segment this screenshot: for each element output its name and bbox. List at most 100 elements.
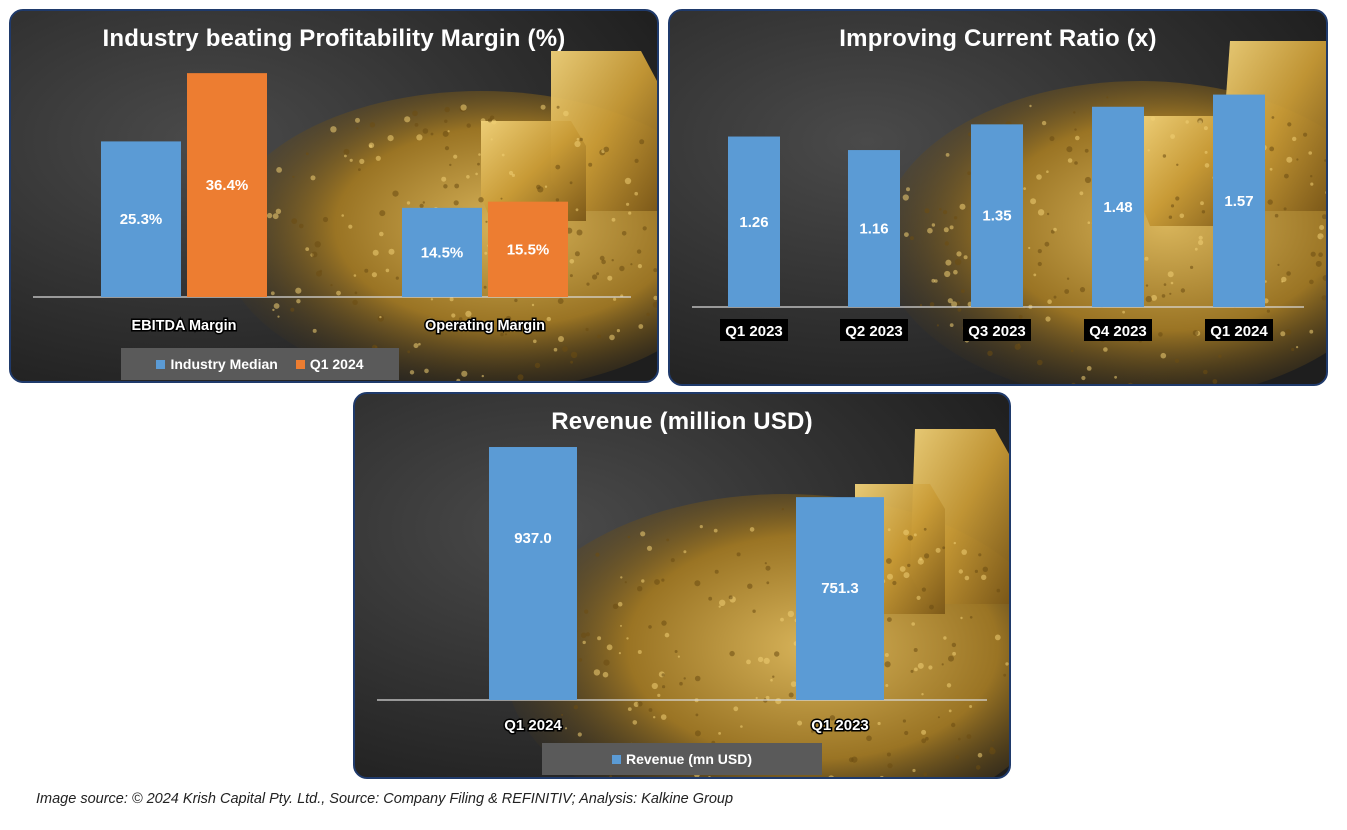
gold-nugget-speck xyxy=(941,663,944,666)
legend-swatch-revenue xyxy=(611,754,621,764)
gold-nugget-speck xyxy=(487,118,492,123)
gold-nugget-speck xyxy=(1203,369,1208,375)
gold-nugget-speck xyxy=(1192,330,1199,336)
gold-nugget-speck xyxy=(713,528,718,533)
gold-nugget-speck xyxy=(943,210,948,215)
gold-nugget-speck xyxy=(418,342,421,346)
gold-nugget-speck xyxy=(945,259,952,266)
gold-nugget-speck xyxy=(913,648,918,652)
gold-nugget-speck xyxy=(558,336,564,342)
gold-nugget-speck xyxy=(556,105,560,109)
gold-nugget-speck xyxy=(1170,281,1174,285)
gold-nugget-speck xyxy=(437,321,443,327)
bar-q3-2023 xyxy=(971,124,1023,308)
gold-nugget-speck xyxy=(618,652,621,655)
gold-nugget-speck xyxy=(461,370,468,377)
gold-nugget-speck xyxy=(958,569,963,574)
gold-nugget-speck xyxy=(646,545,653,551)
gold-nugget-speck xyxy=(885,684,889,687)
gold-nugget-speck xyxy=(774,651,780,657)
gold-nugget-speck xyxy=(1269,167,1273,171)
gold-nugget-speck xyxy=(1160,352,1167,359)
gold-nugget-speck xyxy=(1079,191,1084,196)
margin-chart: 25.3% 36.4% EBITDA Margin 14.5% 15.5% Operati… xyxy=(11,11,657,381)
gold-nugget-speck xyxy=(1079,287,1086,293)
gold-nugget-speck xyxy=(992,739,994,742)
gold-nugget-speck xyxy=(555,198,560,202)
gold-nugget-speck xyxy=(966,734,972,739)
gold-nugget-speck xyxy=(330,284,333,287)
gold-nugget-speck xyxy=(546,316,551,322)
gold-nugget-speck xyxy=(296,299,301,304)
legend-label-q1-2024: Q1 2024 xyxy=(309,356,364,372)
gold-nugget-speck xyxy=(430,298,434,301)
gold-nugget-speck xyxy=(1036,174,1042,180)
gold-nugget-speck xyxy=(458,317,463,321)
gold-nugget-speck xyxy=(628,211,632,215)
gold-nugget-speck xyxy=(577,732,582,737)
gold-nugget-speck xyxy=(564,727,568,730)
gold-nugget-speck xyxy=(561,713,564,716)
gold-nugget-speck xyxy=(416,134,423,141)
gold-nugget-speck xyxy=(1071,382,1076,384)
gold-nugget-speck xyxy=(975,765,981,770)
gold-nugget-speck xyxy=(887,528,891,532)
gold-nugget-speck xyxy=(914,667,918,672)
x-tick-label-operating-margin: Operating Margin xyxy=(425,318,545,334)
gold-nugget-speck xyxy=(478,153,481,156)
gold-nugget-speck xyxy=(422,128,429,134)
gold-nugget-speck xyxy=(596,272,600,276)
gold-nugget-speck xyxy=(683,550,687,554)
x-tick-label-q1-2024: Q1 2024 xyxy=(504,717,562,734)
gold-nugget-speck xyxy=(355,117,360,123)
gold-nugget-speck xyxy=(607,275,613,281)
gold-nugget-speck xyxy=(978,553,982,557)
gold-nugget-speck xyxy=(414,123,419,127)
gold-nugget-speck xyxy=(956,301,961,306)
gold-nugget-speck xyxy=(921,729,927,735)
gold-nugget-speck xyxy=(501,153,505,157)
gold-nugget-speck xyxy=(616,329,621,333)
gold-nugget-speck xyxy=(1204,150,1208,154)
gold-nugget-speck xyxy=(923,527,927,531)
data-label-revenue-q1-2024: 937.0 xyxy=(514,530,552,547)
gold-nugget-speck xyxy=(939,208,942,211)
gold-nugget-speck xyxy=(1179,213,1185,219)
gold-nugget-speck xyxy=(575,208,579,212)
gold-nugget-speck xyxy=(1303,132,1308,137)
gold-nugget-speck xyxy=(884,653,889,657)
gold-nugget-speck xyxy=(1066,146,1073,153)
gold-nugget-speck xyxy=(1292,136,1297,142)
gold-nugget-speck xyxy=(1267,199,1273,205)
gold-nugget-speck xyxy=(934,279,938,283)
gold-nugget-speck xyxy=(544,185,548,188)
gold-nugget-speck xyxy=(994,634,1001,641)
gold-nugget-speck xyxy=(906,187,910,192)
gold-nugget-speck xyxy=(465,310,472,317)
gold-nugget-speck xyxy=(504,333,508,336)
gold-nugget-speck xyxy=(1044,241,1050,247)
x-tick-label-q4-2023: Q4 2023 xyxy=(1089,323,1147,340)
gold-nugget-speck xyxy=(485,220,488,223)
gold-nugget-speck xyxy=(1162,154,1167,158)
gold-nugget-speck xyxy=(582,640,586,645)
gold-nugget-speck xyxy=(1198,235,1203,240)
gold-nugget-speck xyxy=(1037,209,1045,216)
gold-nugget-speck xyxy=(733,706,739,712)
gold-nugget-speck xyxy=(427,317,433,324)
gold-nugget-speck xyxy=(887,617,892,622)
gold-nugget-speck xyxy=(444,119,448,123)
gold-nugget-speck xyxy=(780,617,784,622)
gold-nugget-speck xyxy=(449,297,454,302)
gold-nugget-speck xyxy=(531,303,535,307)
gold-nugget-speck xyxy=(430,132,434,136)
gold-nugget-speck xyxy=(903,529,909,536)
gold-nugget-speck xyxy=(536,184,541,190)
gold-nugget-speck xyxy=(775,698,782,705)
gold-nugget-speck xyxy=(1322,275,1326,281)
revenue-chart-title: Revenue (million USD) xyxy=(551,408,813,435)
gold-nugget-speck xyxy=(677,655,680,658)
gold-nugget-speck xyxy=(419,203,424,208)
gold-nugget-speck xyxy=(653,268,657,273)
gold-nugget-speck xyxy=(811,730,814,733)
